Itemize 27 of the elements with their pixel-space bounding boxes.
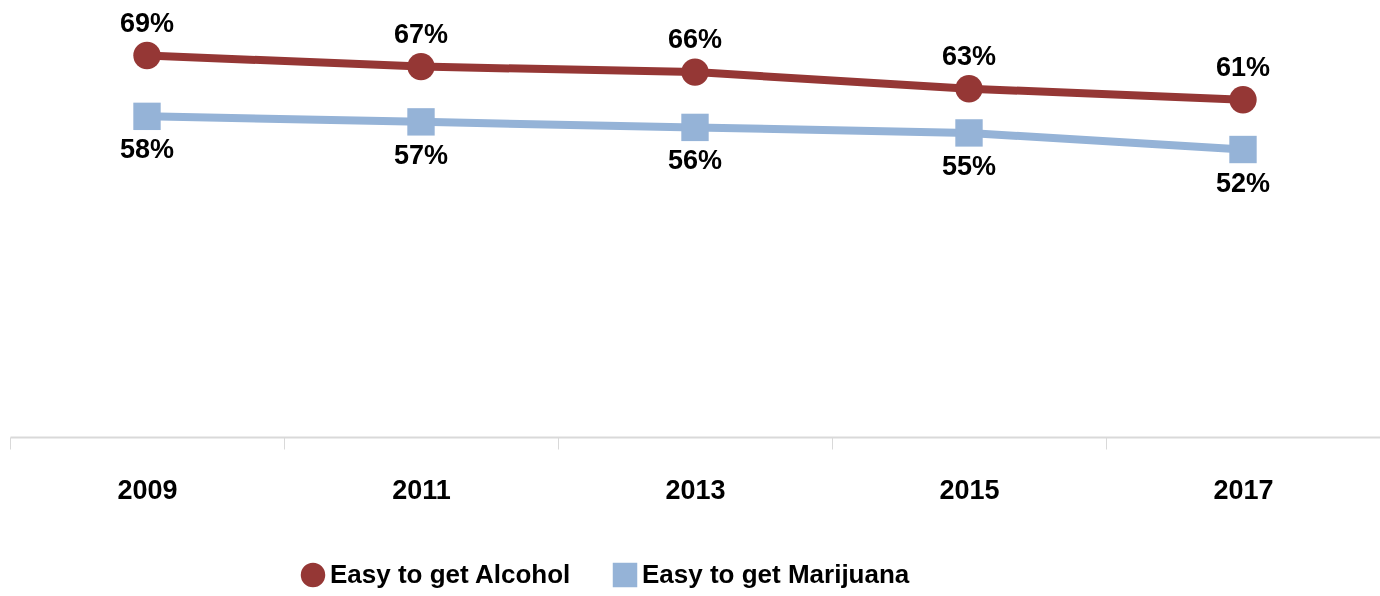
x-tick-label: 2017 <box>1213 474 1274 505</box>
data-label: 55% <box>941 150 997 181</box>
point <box>681 58 709 86</box>
legend-label: Easy to get Alcohol <box>330 559 571 589</box>
x-tick-label: 2009 <box>117 474 178 505</box>
x-tick-label: 2015 <box>939 474 1000 505</box>
x-tick-label: 2013 <box>665 474 726 505</box>
data-label: 66% <box>667 24 723 55</box>
data-label: 56% <box>667 145 723 176</box>
point <box>407 52 435 81</box>
data-label: 61% <box>1215 51 1271 82</box>
data-label: 67% <box>393 18 449 49</box>
data-label: 58% <box>119 134 175 165</box>
data-label: 69% <box>119 7 175 38</box>
point <box>681 113 709 142</box>
point <box>1229 135 1257 164</box>
x-tick-label: 2011 <box>392 474 451 505</box>
data-label: 57% <box>393 139 449 170</box>
legend-label: Easy to get Marijuana <box>642 559 910 589</box>
point <box>1229 86 1257 114</box>
data-label: 52% <box>1215 167 1271 198</box>
point <box>133 102 161 131</box>
point <box>407 108 435 136</box>
point <box>955 75 983 103</box>
data-label: 63% <box>941 40 997 71</box>
point <box>133 41 161 70</box>
point <box>955 119 983 147</box>
